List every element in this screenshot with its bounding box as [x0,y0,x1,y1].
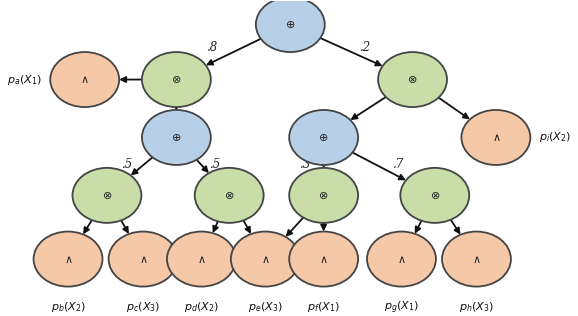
Ellipse shape [256,0,325,52]
Text: $p_a(X_1)$: $p_a(X_1)$ [7,73,42,87]
Text: $\otimes$: $\otimes$ [224,190,234,201]
Text: $\otimes$: $\otimes$ [318,190,329,201]
Text: $p_f(X_1)$: $p_f(X_1)$ [307,300,340,313]
Ellipse shape [231,232,300,287]
Text: .5: .5 [210,158,221,171]
Ellipse shape [378,52,447,107]
Text: .5: .5 [123,158,134,171]
Text: $p_c(X_3)$: $p_c(X_3)$ [126,300,160,313]
Text: $\wedge$: $\wedge$ [197,253,206,264]
Ellipse shape [167,232,236,287]
Ellipse shape [72,168,142,223]
Text: $\wedge$: $\wedge$ [472,253,481,264]
Text: $p_b(X_2)$: $p_b(X_2)$ [50,300,86,313]
Ellipse shape [401,168,469,223]
Text: $\otimes$: $\otimes$ [102,190,112,201]
Text: .8: .8 [207,41,218,54]
Ellipse shape [195,168,264,223]
Ellipse shape [142,110,211,165]
Ellipse shape [289,168,358,223]
Ellipse shape [461,110,531,165]
Ellipse shape [289,110,358,165]
Text: $p_e(X_3)$: $p_e(X_3)$ [248,300,283,313]
Text: $p_g(X_1)$: $p_g(X_1)$ [384,300,419,316]
Text: .2: .2 [360,41,371,54]
Ellipse shape [34,232,102,287]
Text: $p_h(X_3)$: $p_h(X_3)$ [459,300,494,313]
Ellipse shape [442,232,511,287]
Text: $p_d(X_2)$: $p_d(X_2)$ [184,300,219,313]
Text: .3: .3 [299,158,311,171]
Text: .7: .7 [393,158,405,171]
Text: $\oplus$: $\oplus$ [171,132,181,143]
Ellipse shape [109,232,177,287]
Text: $\wedge$: $\wedge$ [491,132,500,143]
Text: $\wedge$: $\wedge$ [319,253,328,264]
Ellipse shape [289,232,358,287]
Text: $\wedge$: $\wedge$ [397,253,406,264]
Text: $\wedge$: $\wedge$ [261,253,270,264]
Ellipse shape [142,52,211,107]
Text: $\wedge$: $\wedge$ [139,253,147,264]
Text: $\otimes$: $\otimes$ [429,190,440,201]
Text: $p_i(X_2)$: $p_i(X_2)$ [539,131,571,144]
Ellipse shape [367,232,436,287]
Text: $\otimes$: $\otimes$ [407,74,418,85]
Text: $\wedge$: $\wedge$ [80,74,89,85]
Text: $\oplus$: $\oplus$ [318,132,329,143]
Text: $\wedge$: $\wedge$ [64,253,72,264]
Text: $\oplus$: $\oplus$ [285,19,295,30]
Text: $\otimes$: $\otimes$ [171,74,181,85]
Ellipse shape [50,52,119,107]
